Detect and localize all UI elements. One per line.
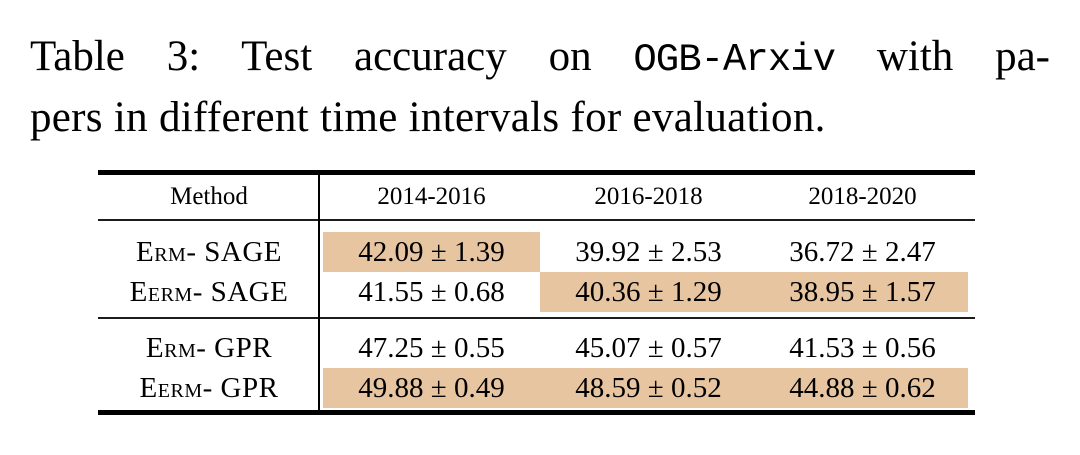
table-row: Erm- SAGE 42.09 ± 1.39 39.92 ± 2.53 36.7… [98, 232, 975, 272]
method-cell: Erm- SAGE [136, 236, 282, 268]
caption-line-2: pers in different time intervals for eva… [30, 94, 826, 141]
section-divider-rule [98, 317, 975, 319]
method-cell: Erm- GPR [145, 332, 273, 364]
col-header-method: Method [170, 183, 248, 210]
table-row: Eerm- GPR 49.88 ± 0.49 48.59 ± 0.52 44.8… [98, 368, 975, 408]
caption-text-pre: Table 3: Test accuracy on [30, 33, 592, 80]
method-cell: Eerm- SAGE [129, 276, 289, 308]
table-row: Eerm- SAGE 41.55 ± 0.68 40.36 ± 1.29 38.… [98, 272, 975, 312]
value-cell: 41.55 ± 0.68 [358, 276, 505, 308]
value-cell: 38.95 ± 1.57 [757, 272, 975, 312]
method-cell: Eerm- GPR [139, 372, 279, 404]
value-cell: 42.09 ± 1.39 [320, 232, 540, 272]
table-row: Erm- GPR 47.25 ± 0.55 45.07 ± 0.57 41.53… [98, 328, 975, 368]
top-rule [98, 170, 975, 175]
table-caption: Table 3: Test accuracy on OGB-Arxiv with… [30, 28, 1050, 146]
value-cell: 36.72 ± 2.47 [789, 236, 936, 268]
value-cell: 45.07 ± 0.57 [575, 332, 722, 364]
value-cell: 47.25 ± 0.55 [358, 332, 505, 364]
col-header-2018-2020: 2018-2020 [808, 183, 917, 210]
dataset-name-mono: OGB-Arxiv [633, 38, 836, 82]
value-cell: 48.59 ± 0.52 [540, 368, 757, 408]
col-header-2014-2016: 2014-2016 [377, 183, 486, 210]
column-separator-line [318, 175, 320, 410]
header-row: Method 2014-2016 2016-2018 2018-2020 [98, 175, 975, 219]
value-cell: 49.88 ± 0.49 [320, 368, 540, 408]
value-cell: 39.92 ± 2.53 [575, 236, 722, 268]
value-cell: 44.88 ± 0.62 [757, 368, 975, 408]
value-cell: 41.53 ± 0.56 [789, 332, 936, 364]
caption-line-1: Table 3: Test accuracy on OGB-Arxiv with… [30, 28, 1050, 89]
section-gpr: Erm- GPR 47.25 ± 0.55 45.07 ± 0.57 41.53… [98, 319, 975, 410]
caption-text-post: with pa- [876, 33, 1051, 80]
value-cell: 40.36 ± 1.29 [540, 272, 757, 312]
bottom-rule [98, 410, 975, 415]
section-sage: Erm- SAGE 42.09 ± 1.39 39.92 ± 2.53 36.7… [98, 221, 975, 317]
results-table: Method 2014-2016 2016-2018 2018-2020 Erm… [98, 170, 975, 415]
header-divider-rule [98, 219, 975, 221]
col-header-2016-2018: 2016-2018 [594, 183, 703, 210]
